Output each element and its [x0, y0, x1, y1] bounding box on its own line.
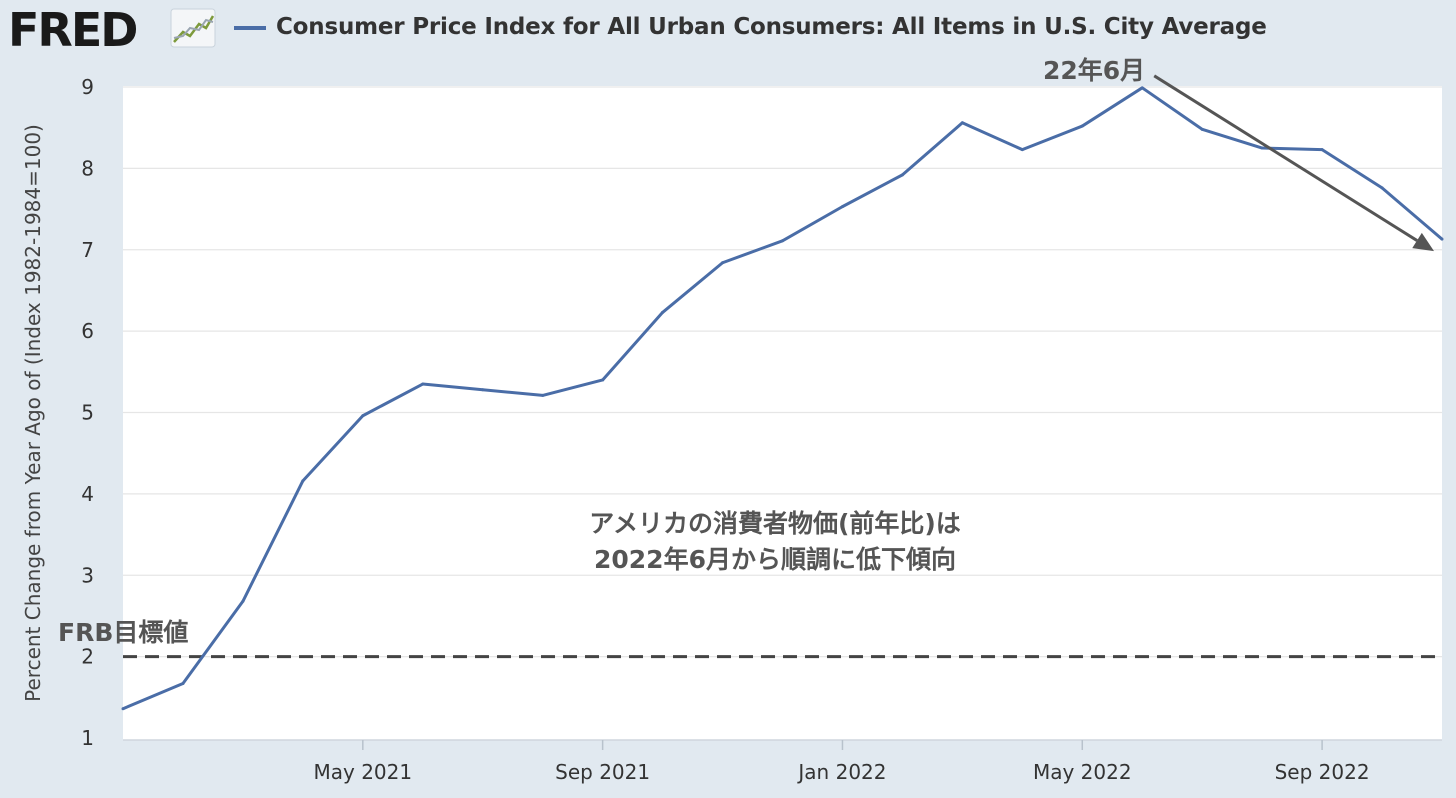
x-tick-label: Sep 2021 [555, 760, 650, 784]
chart-header: FRED Consumer Price Index for All Urban … [0, 0, 1456, 58]
y-tick-label: 8 [81, 156, 94, 180]
y-tick-label: 2 [81, 645, 94, 669]
data-point[interactable] [661, 310, 665, 314]
data-point[interactable] [541, 393, 545, 397]
data-point[interactable] [1320, 148, 1324, 152]
data-point[interactable] [1380, 186, 1384, 190]
series-points [121, 86, 1444, 711]
data-point[interactable] [1260, 146, 1264, 150]
data-point[interactable] [421, 382, 425, 386]
line-chart-icon [170, 8, 216, 48]
trend-arrow-head [1412, 232, 1434, 252]
y-tick-label: 9 [81, 75, 94, 99]
y-axis-ticks: 1 2 3 4 5 6 7 8 9 [81, 75, 94, 750]
data-point[interactable] [481, 388, 485, 392]
x-axis-ticks: May 2021 Sep 2021 Jan 2022 May 2022 Sep 2022 [314, 740, 1370, 784]
data-point[interactable] [781, 239, 784, 243]
x-tick-label: Sep 2022 [1275, 760, 1370, 784]
grid-lines [123, 86, 1442, 741]
fred-logo[interactable]: FRED [8, 3, 138, 57]
x-tick-label: Jan 2022 [796, 760, 886, 784]
trend-arrow [1153, 74, 1418, 242]
x-tick-label: May 2022 [1033, 760, 1132, 784]
annotation-note-line2: 2022年6月から順調に低下傾向 [594, 545, 956, 574]
y-tick-label: 5 [81, 401, 94, 425]
data-point[interactable] [181, 681, 185, 685]
data-point[interactable] [601, 378, 605, 382]
chart-title: Consumer Price Index for All Urban Consu… [276, 14, 1267, 40]
x-tick-label: May 2021 [314, 760, 413, 784]
data-point[interactable] [241, 599, 245, 603]
data-point[interactable] [301, 479, 305, 483]
y-tick-label: 4 [81, 482, 94, 506]
y-axis-title: Percent Change from Year Ago of (Index 1… [21, 124, 45, 702]
legend-swatch [234, 26, 266, 30]
peak-label: 22年6月 [1043, 56, 1145, 85]
y-tick-label: 6 [81, 319, 94, 343]
data-point[interactable] [1200, 127, 1204, 131]
y-tick-label: 1 [81, 726, 94, 750]
data-point[interactable] [1020, 148, 1024, 152]
data-point[interactable] [1080, 124, 1084, 128]
frb-target-label: FRB目標値 [58, 618, 188, 647]
y-tick-label: 7 [81, 238, 94, 262]
annotation-note-line1: アメリカの消費者物価(前年比)は [589, 509, 961, 538]
data-point[interactable] [121, 707, 125, 711]
data-point[interactable] [840, 205, 844, 209]
data-point[interactable] [900, 173, 904, 177]
data-point[interactable] [721, 261, 725, 265]
data-point[interactable] [361, 414, 365, 418]
data-point[interactable] [1440, 237, 1444, 241]
data-point[interactable] [1140, 86, 1144, 90]
y-tick-label: 3 [81, 563, 94, 587]
data-point[interactable] [960, 121, 964, 125]
